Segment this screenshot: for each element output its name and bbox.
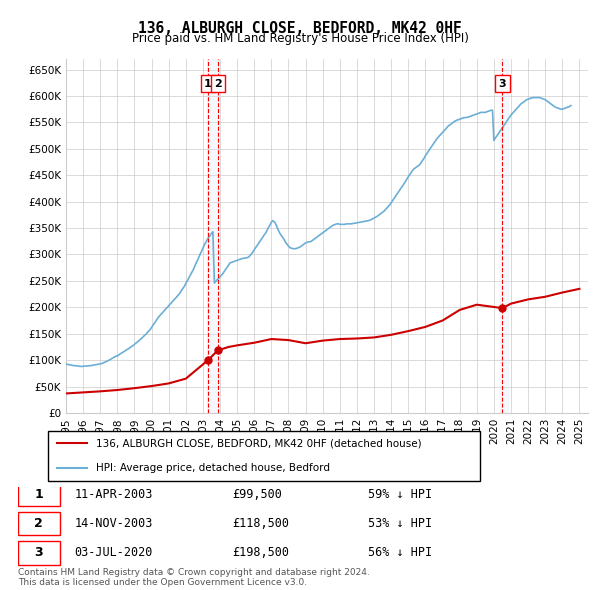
Text: 1: 1	[204, 79, 212, 88]
Text: HPI: Average price, detached house, Bedford: HPI: Average price, detached house, Bedf…	[95, 463, 329, 473]
FancyBboxPatch shape	[18, 483, 60, 506]
Text: 2: 2	[214, 79, 221, 88]
Text: 3: 3	[499, 79, 506, 88]
Text: 136, ALBURGH CLOSE, BEDFORD, MK42 0HF: 136, ALBURGH CLOSE, BEDFORD, MK42 0HF	[138, 21, 462, 35]
Text: 56% ↓ HPI: 56% ↓ HPI	[368, 546, 432, 559]
Bar	[207, 59, 218, 413]
Text: 14-NOV-2003: 14-NOV-2003	[74, 517, 153, 530]
Text: 59% ↓ HPI: 59% ↓ HPI	[368, 488, 432, 501]
FancyBboxPatch shape	[18, 541, 60, 565]
Text: 2: 2	[34, 517, 43, 530]
FancyBboxPatch shape	[48, 431, 480, 481]
Text: 1: 1	[34, 488, 43, 501]
Text: Price paid vs. HM Land Registry's House Price Index (HPI): Price paid vs. HM Land Registry's House …	[131, 32, 469, 45]
Text: £118,500: £118,500	[232, 517, 289, 530]
Text: £198,500: £198,500	[232, 546, 289, 559]
Text: 03-JUL-2020: 03-JUL-2020	[74, 546, 153, 559]
Text: 3: 3	[35, 546, 43, 559]
Text: Contains HM Land Registry data © Crown copyright and database right 2024.
This d: Contains HM Land Registry data © Crown c…	[18, 568, 370, 587]
Bar	[500, 59, 508, 413]
Text: £99,500: £99,500	[232, 488, 282, 501]
Text: 53% ↓ HPI: 53% ↓ HPI	[368, 517, 432, 530]
Text: 11-APR-2003: 11-APR-2003	[74, 488, 153, 501]
Text: 136, ALBURGH CLOSE, BEDFORD, MK42 0HF (detached house): 136, ALBURGH CLOSE, BEDFORD, MK42 0HF (d…	[95, 438, 421, 448]
FancyBboxPatch shape	[18, 512, 60, 536]
